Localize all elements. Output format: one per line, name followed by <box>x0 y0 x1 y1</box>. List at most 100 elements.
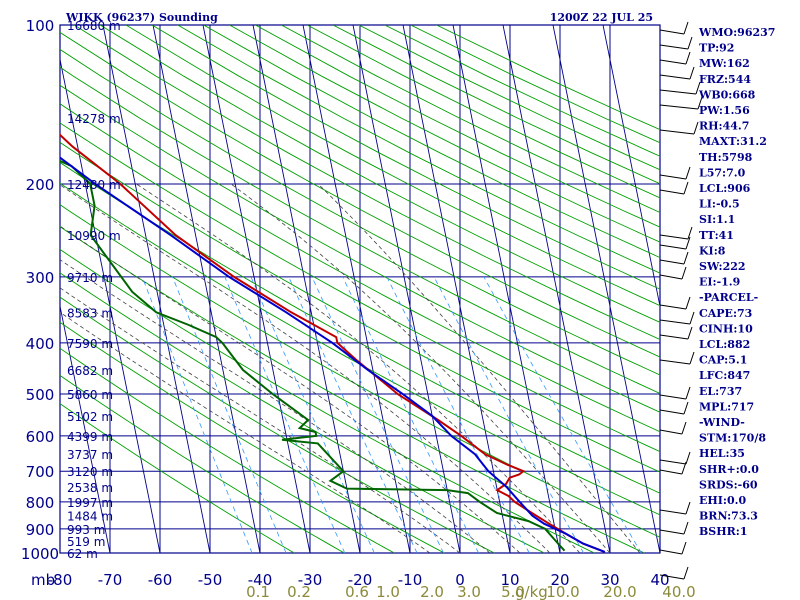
pressure-tick-label: 700 <box>26 463 55 481</box>
temperature-tick-label: -60 <box>148 571 173 589</box>
wind-barb-flag <box>693 121 699 135</box>
mixing-ratio-label: 20.0 <box>603 583 636 600</box>
index-value: L57:7.0 <box>699 166 746 179</box>
moist-adiabat-line <box>60 311 431 553</box>
parcel-profile <box>60 156 606 553</box>
mixing-ratio-line <box>141 276 253 553</box>
wind-barb <box>659 189 685 195</box>
wind-barb-flag <box>681 541 687 555</box>
height-label: 5102 m <box>67 410 113 424</box>
adiabat-lines <box>60 25 660 553</box>
wind-barb <box>659 469 683 475</box>
height-label: 2538 m <box>67 481 113 495</box>
grid <box>59 24 661 554</box>
wind-barb <box>659 529 685 535</box>
height-label: 5860 m <box>67 388 113 402</box>
isotherm-line <box>602 25 660 309</box>
dry-adiabat-line <box>60 103 660 433</box>
isotherm-line <box>502 25 611 553</box>
dry-adiabat-line <box>60 66 660 394</box>
isotherm-line <box>152 25 261 553</box>
dry-adiabat-line <box>125 25 660 307</box>
mixing-ratio-label: 10.0 <box>546 583 579 600</box>
temperature-tick-label: -40 <box>248 571 273 589</box>
wind-barb-flag <box>687 36 693 50</box>
temperature-tick-label: -80 <box>48 571 73 589</box>
height-label: 4399 m <box>67 430 113 444</box>
mixing-ratio-line <box>288 276 418 553</box>
dry-adiabat-line <box>60 248 595 553</box>
wind-barb <box>659 509 687 515</box>
dry-adiabat-line <box>60 84 660 413</box>
mixing-ratio-line <box>386 276 530 553</box>
pressure-tick-label: 400 <box>26 335 55 353</box>
temperature-tick-label: -20 <box>348 571 373 589</box>
index-value: SHR+:0.0 <box>699 463 759 476</box>
pressure-tick-label: 600 <box>26 428 55 446</box>
index-value: TT:41 <box>699 229 734 242</box>
index-value: EHI:0.0 <box>699 494 746 507</box>
isotherm-line <box>352 25 461 553</box>
dry-adiabat-line <box>60 162 660 494</box>
wind-barb-flag <box>683 181 689 195</box>
wind-barb-flag <box>685 166 691 180</box>
index-value: HEL:35 <box>699 447 745 460</box>
wind-barb-flag <box>681 421 687 435</box>
index-value: MAXT:31.2 <box>699 135 767 148</box>
wind-barb-flag <box>695 81 701 95</box>
index-value: FRZ:544 <box>699 73 751 86</box>
index-value: CAPE:73 <box>699 307 752 320</box>
wind-barb <box>659 359 691 365</box>
isotherm-line <box>402 25 511 553</box>
wind-barb <box>659 549 683 555</box>
index-value: CINH:10 <box>699 322 753 335</box>
wind-barb-flag <box>681 266 687 280</box>
index-value: MPL:717 <box>699 400 754 413</box>
dry-adiabat-line <box>177 25 660 274</box>
temperature-tick-label: 20 <box>550 571 569 589</box>
height-label: 62 m <box>67 547 98 561</box>
moist-adiabat-line <box>60 287 461 553</box>
chart-title: WIKK (96237) Sounding <box>65 11 218 24</box>
pressure-tick-label: 300 <box>26 269 55 287</box>
pressure-tick-label: 500 <box>26 386 55 404</box>
moist-adiabat-line <box>60 184 551 553</box>
index-value: -PARCEL- <box>699 291 758 304</box>
temperature-tick-label: -70 <box>98 571 123 589</box>
wind-barb-flag <box>689 351 695 365</box>
wind-barb-flag <box>689 311 695 325</box>
dry-adiabat-line <box>60 296 495 553</box>
wind-barb-flag <box>683 401 689 415</box>
height-label: 9710 m <box>67 271 113 285</box>
index-value: LCL:882 <box>699 338 750 351</box>
height-label: 519 m <box>67 535 105 549</box>
wind-barb <box>659 74 691 80</box>
height-label: 993 m <box>67 523 105 537</box>
mixing-ratio-label: 0.2 <box>287 583 311 600</box>
wind-barb-flag <box>685 451 691 465</box>
dry-adiabat-line <box>60 122 660 453</box>
index-value: TH:5798 <box>699 151 753 164</box>
moist-adiabat-line <box>230 183 611 553</box>
mixing-ratio-label: 40.0 <box>662 583 695 600</box>
wind-barb-flag <box>685 296 691 310</box>
wind-barb <box>659 129 695 135</box>
index-value: BRN:73.3 <box>699 510 758 523</box>
dry-adiabat-line <box>203 25 660 259</box>
mixing-ratio-label: 0.1 <box>246 583 270 600</box>
temperature-tick-label: 30 <box>600 571 619 589</box>
dry-adiabat-line <box>60 204 660 538</box>
height-label: 3120 m <box>67 465 113 479</box>
mixing-ratio-line <box>172 276 287 553</box>
pressure-tick-label: 900 <box>26 521 55 539</box>
wind-barb-flag <box>681 461 687 475</box>
sounding-profiles <box>60 133 606 553</box>
temperature-tick-label: -50 <box>198 571 223 589</box>
wind-barb-flag <box>685 51 691 65</box>
wind-barb <box>659 274 683 280</box>
index-value: KI:8 <box>699 244 726 257</box>
height-label: 10990 m <box>67 229 121 243</box>
index-value: SRDS:-60 <box>699 478 758 491</box>
